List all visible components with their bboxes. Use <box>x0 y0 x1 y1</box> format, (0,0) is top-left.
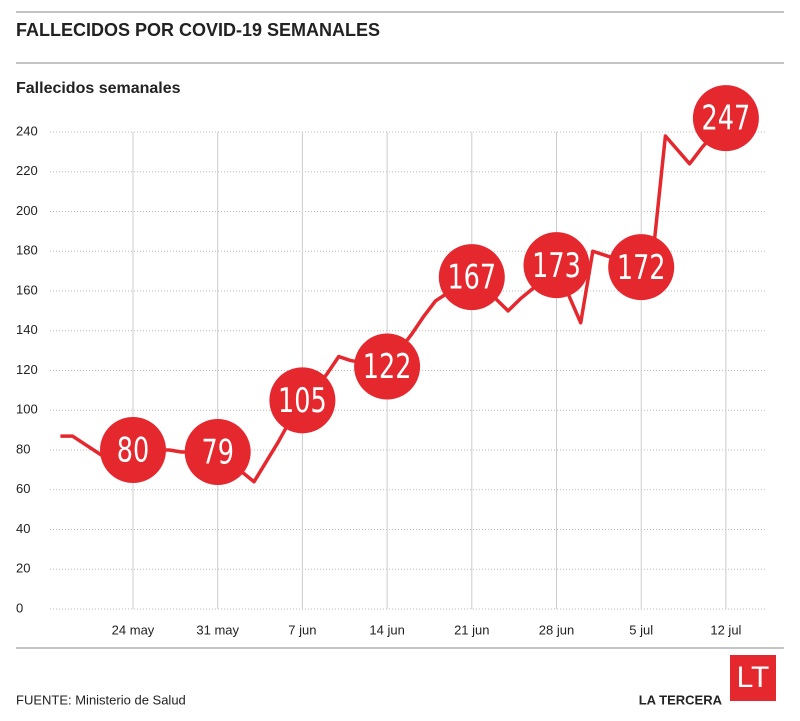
y-tick-label: 160 <box>16 282 38 297</box>
y-tick-label: 120 <box>16 362 38 377</box>
value-circle <box>354 333 421 400</box>
value-circle <box>100 417 166 483</box>
logo: LT <box>737 661 770 694</box>
value-label: 105 <box>278 381 327 421</box>
value-circle <box>269 367 336 434</box>
value-label: 173 <box>532 246 581 286</box>
value-circle <box>523 232 590 299</box>
axis-title: Fallecidos semanales <box>16 80 181 97</box>
line <box>60 117 728 484</box>
y-tick-label: 40 <box>16 521 30 536</box>
value-circle <box>184 418 251 485</box>
y-tick-label: 220 <box>16 163 38 178</box>
value-circle <box>608 234 675 301</box>
value-label: 79 <box>201 433 233 473</box>
y-tick-label: 180 <box>16 243 38 258</box>
brand: LA TERCERA <box>639 692 723 707</box>
y-tick-label: 0 <box>16 600 23 615</box>
x-tick-label: 21 jun <box>454 622 489 637</box>
y-tick-label: 140 <box>16 322 38 337</box>
y-tick-label: 100 <box>16 402 38 417</box>
x-tick-label: 12 jul <box>710 622 741 637</box>
logo-box <box>730 655 776 701</box>
x-tick-label: 31 may <box>196 622 239 637</box>
y-tick-label: 80 <box>16 441 30 456</box>
y-tick-label: 200 <box>16 203 38 218</box>
x-tick-label: 28 jun <box>539 622 574 637</box>
y-tick-label: 240 <box>16 123 38 138</box>
x-tick-label: 14 jun <box>369 622 404 637</box>
value-circle <box>692 85 759 152</box>
x-tick-label: 7 jun <box>288 622 316 637</box>
value-circle <box>438 244 505 311</box>
value-label: 80 <box>117 431 149 471</box>
value-label: 122 <box>363 348 412 388</box>
chart-title: FALLECIDOS POR COVID-19 SEMANALES <box>16 20 380 40</box>
y-tick-label: 60 <box>16 481 30 496</box>
x-tick-label: 24 may <box>112 622 155 637</box>
value-label: 167 <box>447 258 496 298</box>
value-label: 172 <box>617 248 666 288</box>
source: FUENTE: Ministerio de Salud <box>16 692 186 707</box>
x-tick-label: 5 jul <box>629 622 653 637</box>
y-tick-label: 20 <box>16 561 30 576</box>
value-label: 247 <box>702 99 751 139</box>
